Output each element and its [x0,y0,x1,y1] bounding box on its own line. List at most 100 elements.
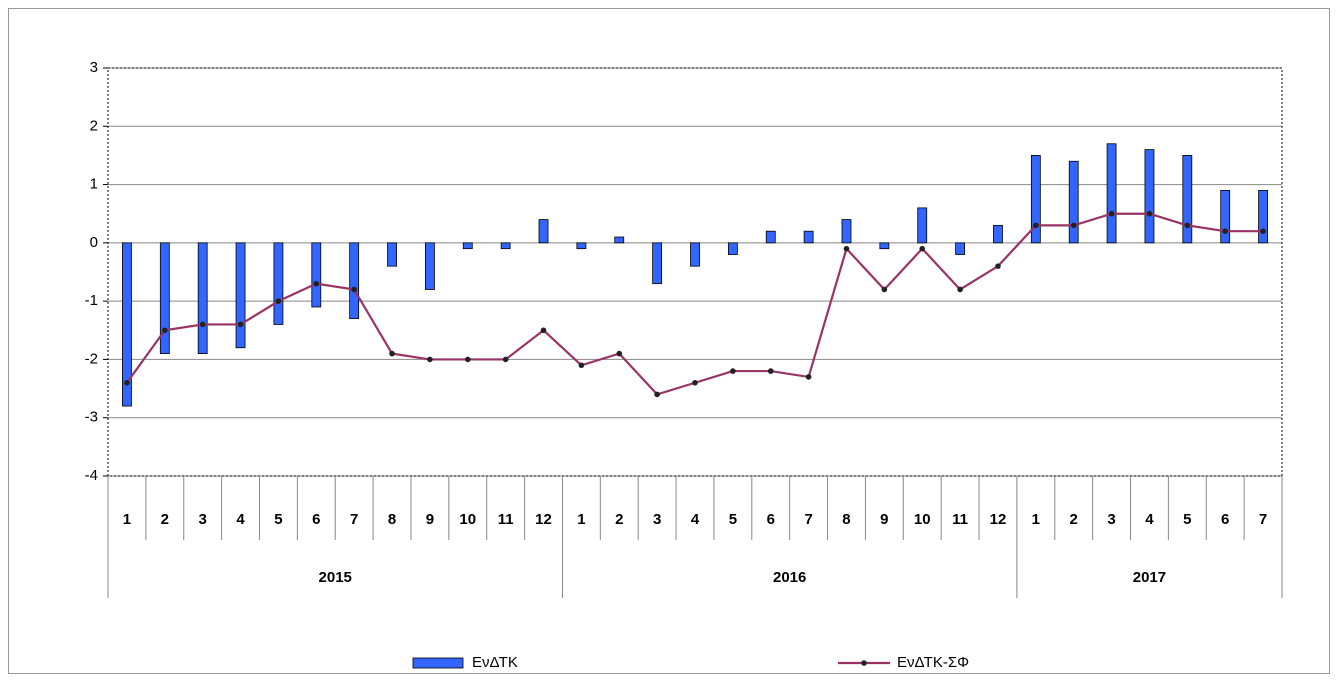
marker [502,356,509,363]
bar [1030,155,1041,244]
x-tick-label: 4 [691,511,700,528]
bar [311,242,322,308]
plot-border [107,67,1283,477]
marker [1222,228,1228,234]
bar [273,242,284,325]
marker [199,321,206,328]
x-tick-label: 3 [1107,511,1115,528]
bar [1220,189,1231,244]
y-tick-label: 3 [90,59,98,76]
x-tick-label: 5 [274,511,282,528]
x-tick-label: 3 [199,511,207,528]
bar [614,236,625,244]
marker [313,280,320,287]
y-tick-label: -3 [85,409,98,426]
legend-marker [861,660,867,666]
marker [1260,228,1266,234]
bar [387,242,397,267]
x-tick-label: 12 [535,511,552,528]
x-tick-label: 3 [653,511,661,528]
bar [349,242,360,320]
legend-label: ΕνΔΤΚ-ΣΦ [897,654,969,671]
x-tick-label: 6 [1221,511,1229,528]
x-tick-label: 5 [1183,511,1191,528]
y-tick-label: -1 [85,292,98,309]
bar [425,242,435,290]
marker [692,379,698,386]
bar [197,242,208,355]
bar [879,242,890,250]
bar [122,242,132,407]
y-tick-label: 2 [90,117,98,134]
bar [727,242,738,255]
y-tick-label: 0 [90,234,98,251]
marker [237,321,244,328]
x-tick-label: 2 [1070,511,1078,528]
bar [1182,155,1193,244]
x-tick-label: 9 [426,511,434,528]
bar [652,242,663,285]
marker [654,391,660,398]
marker [275,298,282,304]
x-tick-label: 6 [767,511,775,528]
marker [540,327,547,334]
bar [765,230,776,244]
marker [957,286,963,293]
x-tick-label: 11 [498,511,514,528]
bar [1258,189,1268,244]
x-tick-label: 6 [312,511,320,528]
bar [841,219,852,244]
bar [917,207,928,244]
marker [1033,222,1039,229]
x-tick-label: 2 [615,511,623,528]
x-tick-label: 12 [990,511,1007,528]
legend-swatch [412,657,464,669]
bar [1106,143,1117,244]
marker [162,327,168,334]
x-tick-label: 7 [350,511,358,528]
marker [578,362,585,369]
marker [351,286,357,293]
x-tick-label: 2 [161,511,169,528]
marker [919,245,926,252]
marker [427,356,433,363]
x-tick-label: 1 [123,511,131,528]
marker [1108,210,1115,217]
marker [995,263,1001,269]
x-tick-label: 4 [1145,511,1154,528]
marker [1146,210,1153,217]
marker [1184,222,1191,229]
y-tick-label: 1 [90,176,98,193]
x-tick-label: 5 [729,511,737,528]
marker [124,379,130,386]
x-tick-label: 10 [914,511,931,528]
x-tick-label: 10 [459,511,476,528]
chart-frame [8,8,1330,674]
marker [881,286,888,293]
marker [730,368,736,374]
x-tick-label: 8 [388,511,396,528]
year-label: 2015 [319,569,352,586]
marker [616,350,623,357]
x-tick-label: 8 [842,511,850,528]
x-tick-label: 7 [804,511,812,528]
bar [538,219,549,244]
marker [389,350,395,357]
marker [767,368,774,374]
marker [1070,222,1077,229]
bar [576,242,587,250]
legend-label: ΕνΔΤΚ [472,654,518,671]
bar [1144,149,1155,244]
bar [235,242,246,349]
bar [803,230,814,244]
bar [159,242,170,355]
x-tick-label: 1 [1032,511,1040,528]
marker [805,374,812,380]
year-label: 2017 [1133,569,1166,586]
bar [500,242,511,250]
x-tick-label: 11 [952,511,968,528]
bar [993,224,1003,244]
y-tick-label: -2 [85,350,98,367]
marker [464,356,471,363]
